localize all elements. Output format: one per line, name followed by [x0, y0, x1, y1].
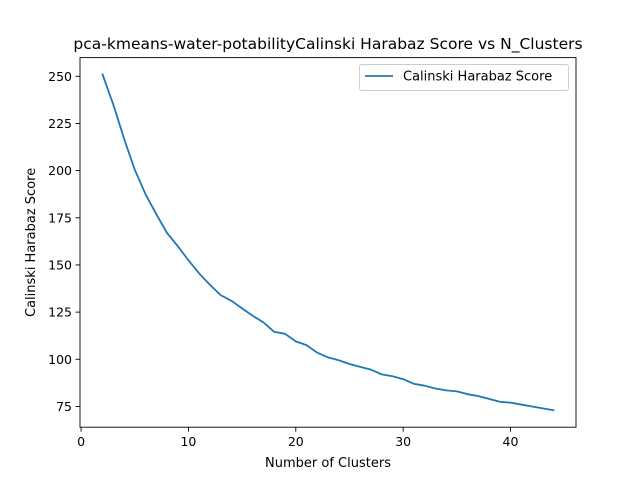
x-tick-label: 40	[503, 434, 519, 449]
y-tick-label: 75	[56, 399, 72, 414]
y-tick-label: 225	[48, 116, 72, 131]
legend-box	[359, 64, 569, 91]
x-tick-label: 10	[180, 434, 196, 449]
x-tick-label: 20	[288, 434, 304, 449]
chart-title: pca-kmeans-water-potabilityCalinski Hara…	[73, 35, 582, 54]
legend-label: Calinski Harabaz Score	[403, 70, 552, 85]
legend: Calinski Harabaz Score	[359, 64, 569, 91]
y-tick-label: 150	[48, 257, 72, 272]
series-line-0	[101, 73, 555, 412]
y-tick-label: 175	[48, 210, 72, 225]
y-ticks: 75 100 125 150 175 200 225 250	[48, 69, 80, 414]
series-layer	[101, 73, 555, 412]
y-tick-label: 100	[48, 352, 72, 367]
plot-frame	[79, 57, 577, 428]
y-tick-label: 250	[48, 69, 72, 84]
x-tick-label: 0	[77, 434, 85, 449]
y-tick-label: 125	[48, 305, 72, 320]
x-ticks: 0 10 20 30 40	[77, 427, 519, 449]
y-axis-label: Calinski Harabaz Score	[24, 168, 39, 317]
x-tick-label: 30	[395, 434, 411, 449]
x-axis-label: Number of Clusters	[265, 456, 391, 471]
y-tick-label: 200	[48, 163, 72, 178]
plot-area	[80, 57, 576, 428]
